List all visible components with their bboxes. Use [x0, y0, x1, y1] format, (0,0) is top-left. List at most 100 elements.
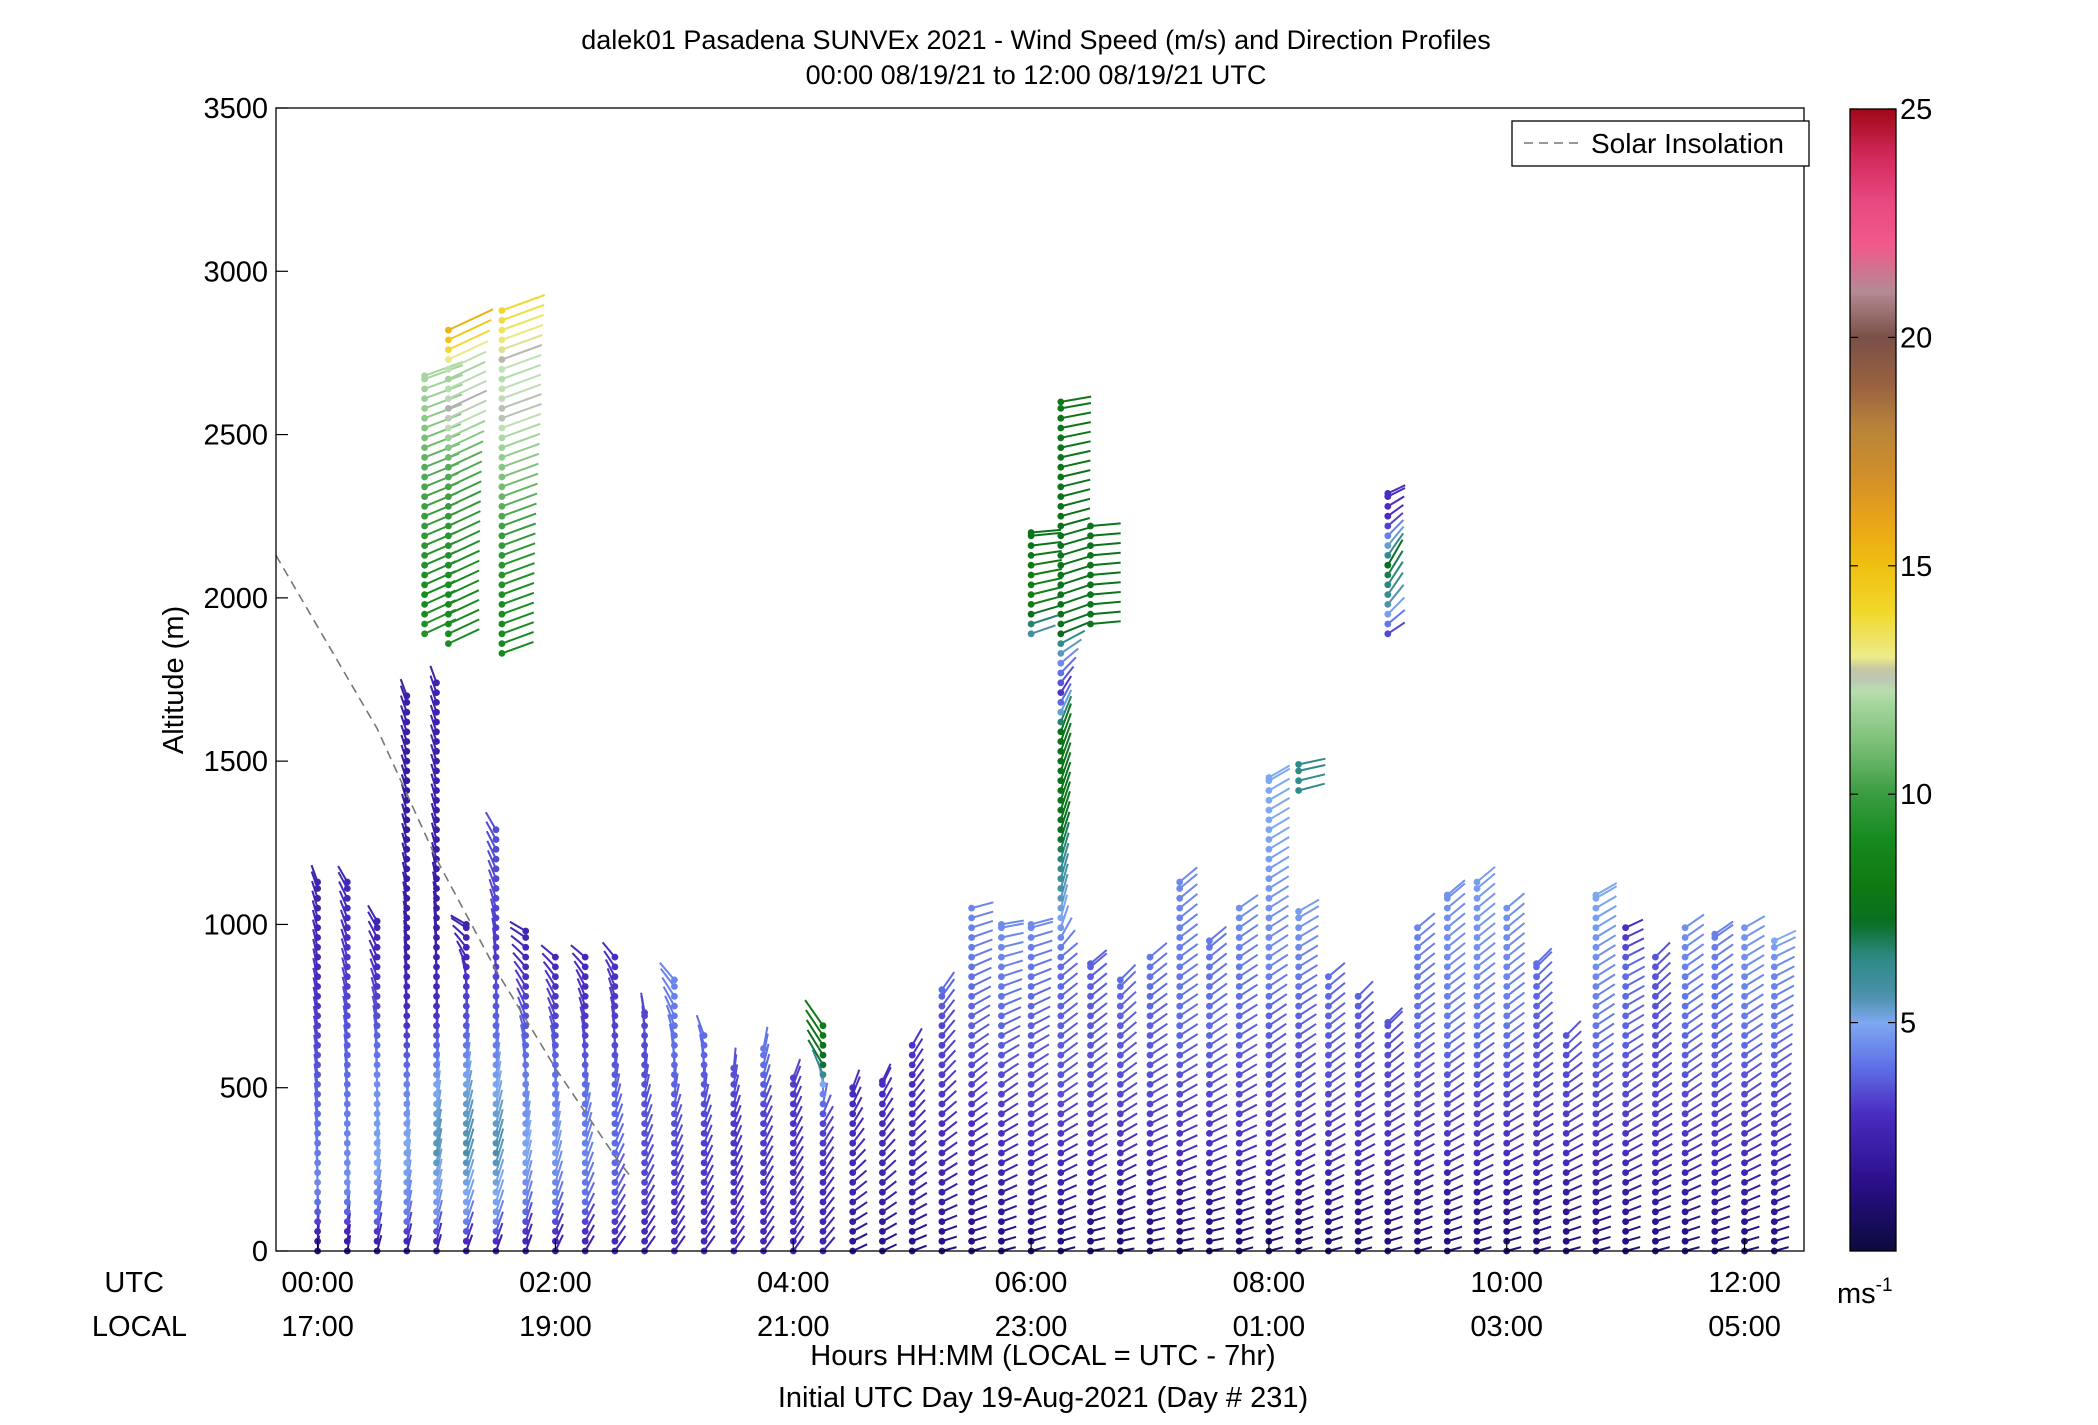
wind-barb: [501, 552, 536, 567]
wind-barb-dot: [343, 1002, 351, 1010]
wind-barb: [1089, 1061, 1108, 1076]
wind-barb-dot: [938, 1002, 946, 1010]
wind-barb-dot: [492, 992, 500, 1000]
wind-barb-dot: [1592, 1081, 1600, 1088]
wind-barb-dot: [1652, 1110, 1659, 1118]
wind-barb-dot: [552, 1012, 559, 1020]
wind-barb-dot: [908, 1041, 916, 1049]
wind-barb-dot: [1770, 1218, 1778, 1225]
wind-barb-dot: [1622, 1032, 1629, 1039]
wind-barb-dot: [433, 953, 440, 961]
wind-barb-dot: [968, 1188, 975, 1196]
wind-barb: [1743, 1012, 1764, 1027]
wind-barb-dot: [403, 1198, 411, 1206]
wind-barb-dot: [1354, 1041, 1362, 1049]
wind-profile: [1116, 963, 1138, 1255]
wind-barb: [1238, 953, 1259, 968]
wind-barb: [1059, 781, 1071, 811]
wind-barb: [1535, 1001, 1554, 1017]
wind-barb-dot: [1592, 1051, 1600, 1059]
wind-barb-dot: [700, 1208, 708, 1216]
wind-barb-dot: [343, 1061, 351, 1069]
wind-barb: [822, 1094, 832, 1115]
wind-barb-dot: [1057, 983, 1065, 990]
wind-barb-dot: [700, 1149, 708, 1157]
wind-barb-dot: [1592, 1130, 1600, 1137]
wind-barb-dot: [1622, 924, 1629, 932]
wind-barb-dot: [1414, 1012, 1421, 1020]
wind-profile: [1562, 1020, 1584, 1255]
wind-barb: [1357, 1021, 1375, 1037]
x-tick-label-utc: 08:00: [1233, 1267, 1306, 1299]
wind-barb-dot: [1265, 1090, 1273, 1098]
wind-barb: [1714, 963, 1734, 978]
wind-barb-dot: [462, 1061, 470, 1069]
wind-barb-dot: [1057, 1081, 1065, 1088]
wind-barb-dot: [700, 1198, 708, 1206]
wind-barb: [1268, 983, 1288, 998]
wind-barb-dot: [1384, 1061, 1392, 1069]
wind-barb-dot: [789, 1081, 797, 1088]
wind-barb-dot: [1325, 1100, 1332, 1108]
wind-barb-dot: [1116, 1041, 1124, 1049]
wind-barb: [1000, 1062, 1020, 1076]
wind-barb: [554, 1191, 564, 1213]
wind-barb-dot: [1443, 1208, 1451, 1216]
wind-barb: [1535, 1051, 1554, 1066]
wind-barb-dot: [421, 552, 428, 559]
wind-barb-dot: [789, 1090, 797, 1098]
wind-barb-dot: [1384, 591, 1392, 598]
wind-barb: [1030, 568, 1063, 576]
wind-barb-dot: [1057, 1110, 1065, 1118]
wind-barb-dot: [1265, 826, 1273, 834]
wind-barb-dot: [1295, 1100, 1302, 1108]
wind-barb-dot: [1235, 1071, 1243, 1079]
wind-barb-dot: [1503, 1012, 1511, 1020]
wind-barb-dot: [1087, 1139, 1094, 1147]
wind-barb-dot: [1741, 1022, 1748, 1030]
wind-barb-dot: [373, 1208, 381, 1216]
wind-barb-dot: [730, 1081, 738, 1088]
wind-barb-dot: [760, 1061, 767, 1069]
wind-barb: [447, 579, 480, 596]
wind-barb: [971, 947, 993, 959]
wind-barb-dot: [1354, 1051, 1362, 1059]
wind-barb-dot: [1414, 1100, 1421, 1108]
wind-barb-dot: [433, 806, 440, 814]
wind-barb-dot: [1087, 1100, 1094, 1108]
wind-barb-dot: [1681, 1081, 1689, 1088]
wind-barb-dot: [1503, 1022, 1511, 1030]
wind-barb: [1119, 980, 1137, 998]
wind-barb-dot: [552, 1120, 559, 1127]
wind-barb-dot: [1711, 1051, 1719, 1059]
wind-barb-dot: [1265, 865, 1273, 873]
wind-barb-dot: [1206, 1051, 1213, 1059]
wind-barb-dot: [968, 1120, 975, 1127]
wind-barb-dot: [789, 1188, 797, 1196]
wind-barb-dot: [343, 1179, 351, 1186]
wind-barb-dot: [641, 1198, 648, 1206]
wind-barb-dot: [1235, 953, 1243, 961]
wind-barb-dot: [1295, 953, 1302, 961]
wind-barb-dot: [789, 1228, 797, 1235]
wind-barb: [424, 393, 463, 410]
wind-barb-dot: [1325, 1130, 1332, 1137]
wind-barb: [1179, 953, 1199, 968]
wind-barb-dot: [552, 1081, 559, 1088]
wind-barb: [1446, 1001, 1466, 1017]
wind-barb-dot: [1384, 581, 1392, 589]
wind-barb: [447, 329, 491, 351]
wind-barb-dot: [760, 1110, 767, 1118]
wind-barb: [1238, 1073, 1258, 1086]
wind-barb-dot: [373, 1169, 381, 1176]
wind-barb: [501, 562, 535, 576]
wind-profile: [1443, 879, 1466, 1255]
wind-barb-dot: [1592, 983, 1600, 990]
wind-barb-dot: [373, 983, 381, 990]
wind-barb: [659, 962, 676, 981]
wind-barb-dot: [789, 1198, 797, 1206]
wind-barb: [971, 1004, 991, 1017]
wind-profile: [1057, 395, 1092, 1255]
wind-barb-dot: [1384, 1198, 1392, 1206]
wind-barb-dot: [522, 1120, 530, 1127]
